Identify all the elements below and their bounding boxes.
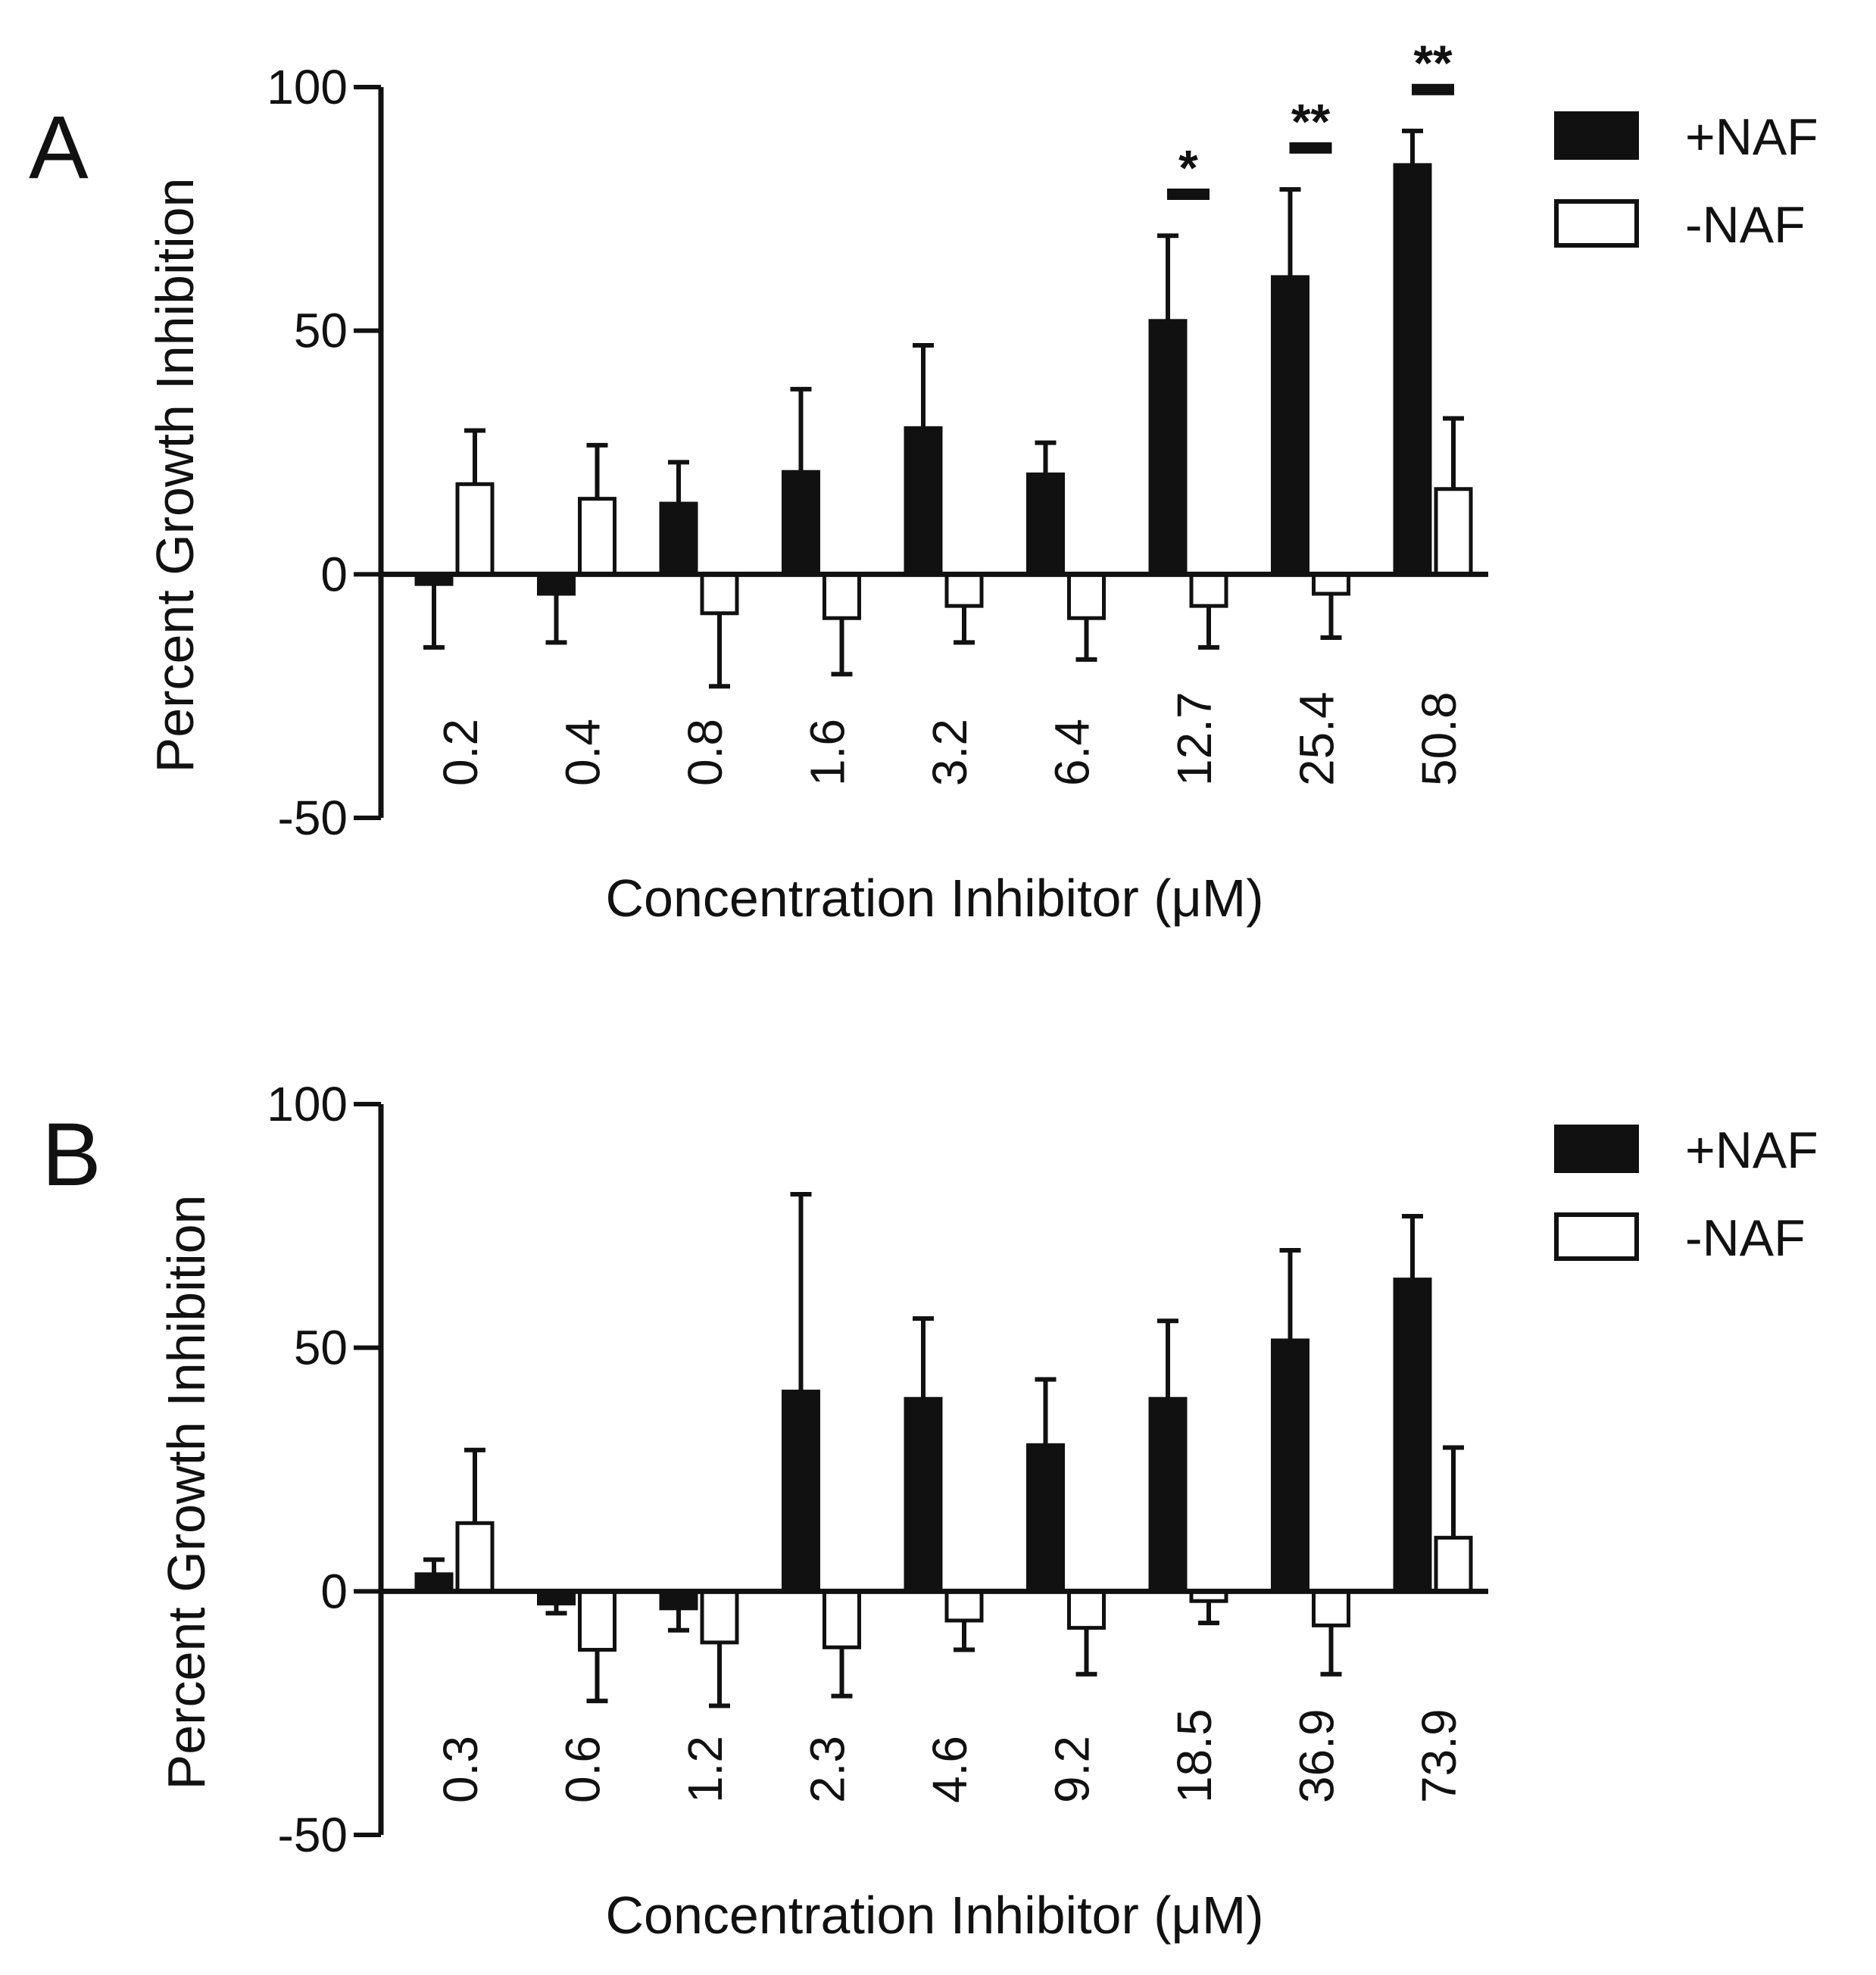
y-tick-label: -50	[278, 1808, 348, 1862]
x-axis-title: Concentration Inhibitor (μM)	[605, 1886, 1263, 1945]
x-tick-label: 18.5	[1167, 1708, 1222, 1803]
bar-minus-naf	[1312, 572, 1350, 596]
y-tick-label: 0	[320, 1564, 348, 1618]
bar-minus-naf	[578, 497, 616, 576]
significance-label: **	[1291, 93, 1331, 149]
bar-minus-naf	[455, 1521, 495, 1593]
x-tick-label: 1.6	[801, 719, 855, 786]
bar-minus-naf	[700, 572, 739, 616]
bar-minus-naf	[823, 572, 861, 620]
x-tick-label: 0.8	[678, 719, 732, 786]
legend-label: -NAF	[1685, 196, 1806, 254]
bar-plus-naf	[904, 426, 943, 576]
bar-minus-naf	[1312, 1589, 1350, 1627]
bar-plus-naf	[1393, 163, 1432, 576]
x-tick-label: 6.4	[1045, 719, 1100, 786]
x-tick-label: 0.6	[556, 1736, 610, 1803]
legend-swatch-minus-naf	[1554, 1212, 1639, 1261]
x-axis-title: Concentration Inhibitor (μM)	[605, 869, 1263, 928]
bar-minus-naf	[578, 1589, 616, 1652]
y-tick-label: -50	[278, 791, 348, 845]
x-tick-label: 2.3	[801, 1736, 855, 1803]
x-tick-label: 0.4	[556, 719, 610, 786]
y-tick-label: 100	[267, 60, 348, 114]
bar-minus-naf	[455, 482, 495, 576]
legend-label: +NAF	[1685, 1122, 1818, 1179]
bar-minus-naf	[700, 1589, 739, 1645]
x-tick-label: 25.4	[1290, 691, 1344, 786]
bar-minus-naf	[1067, 1589, 1106, 1630]
x-tick-label: 1.2	[678, 1736, 732, 1803]
chart-panel-b: B -50 0 50 100 Percent Growth Inhibition 0.3 0.…	[42, 1077, 1818, 1945]
x-tick-label: 0.3	[433, 1736, 488, 1803]
panel-letter: B	[42, 1105, 101, 1205]
y-tick-label: 0	[320, 547, 348, 601]
legend-label: +NAF	[1685, 108, 1818, 166]
bar-plus-naf	[1148, 1396, 1188, 1593]
x-tick-label: 9.2	[1045, 1736, 1100, 1803]
y-tick-label: 50	[294, 1321, 348, 1375]
y-tick-label: 100	[267, 1077, 348, 1131]
bar-plus-naf	[659, 501, 698, 576]
bar-plus-naf	[537, 572, 576, 596]
x-tick-label: 4.6	[922, 1736, 977, 1803]
bar-minus-naf	[1067, 572, 1106, 620]
bar-plus-naf	[1271, 1338, 1309, 1593]
x-tick-label: 12.7	[1167, 691, 1222, 786]
x-tick-label: 3.2	[922, 719, 977, 786]
bar-minus-naf	[944, 1589, 984, 1623]
x-tick-label: 36.9	[1290, 1708, 1344, 1803]
y-axis-title: Percent Growth Inhibition	[157, 1195, 216, 1790]
bar-plus-naf	[782, 1390, 820, 1593]
significance-label: *	[1178, 140, 1198, 196]
legend-swatch-plus-naf	[1554, 111, 1639, 160]
x-tick-label: 73.9	[1412, 1708, 1466, 1803]
bar-minus-naf	[1434, 487, 1473, 576]
bar-plus-naf	[1148, 319, 1188, 576]
bar-minus-naf	[1189, 572, 1228, 608]
x-tick-label: 0.2	[433, 719, 488, 786]
bar-plus-naf	[1026, 1443, 1065, 1593]
legend-swatch-plus-naf	[1554, 1125, 1639, 1173]
x-tick-label: 50.8	[1412, 691, 1466, 786]
bar-plus-naf	[1026, 472, 1065, 576]
bar-plus-naf	[904, 1396, 943, 1593]
bar-plus-naf	[782, 470, 820, 576]
bar-minus-naf	[823, 1589, 861, 1649]
legend-swatch-minus-naf	[1554, 199, 1639, 248]
bar-minus-naf	[944, 572, 984, 608]
bar-plus-naf	[1393, 1278, 1432, 1593]
significance-label: **	[1413, 35, 1453, 91]
panel-letter: A	[29, 98, 89, 198]
y-axis-title: Percent Growth Inhibition	[145, 178, 204, 773]
chart-panel-a: A -50 0 50 100 Percent Growth Inhibition 0.2 0.…	[29, 35, 1818, 928]
y-tick-label: 50	[294, 304, 348, 358]
bar-minus-naf	[1434, 1536, 1473, 1593]
legend-label: -NAF	[1685, 1209, 1806, 1267]
bar-plus-naf	[1271, 275, 1309, 576]
